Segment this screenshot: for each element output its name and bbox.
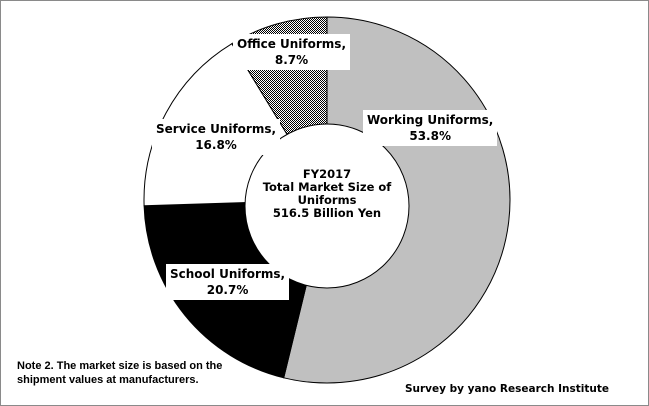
label-working-uniforms: Working Uniforms, 53.8% (363, 110, 498, 146)
school-label-pct: 20.7% (206, 283, 249, 297)
center-title-line1: Total Market Size of (262, 180, 392, 194)
center-title-line2: Uniforms (297, 193, 357, 207)
office-label-name: Office Uniforms, (237, 37, 347, 51)
center-year: FY2017 (302, 167, 352, 181)
donut-hole (244, 123, 410, 289)
school-label-name: School Uniforms, (170, 267, 286, 281)
office-label-pct: 8.7% (274, 53, 309, 67)
label-service-uniforms: Service Uniforms, 16.8% (152, 119, 281, 155)
center-total-value: 516.5 Billion Yen (272, 206, 382, 220)
footnote-line2: shipment values at manufacturers. (17, 374, 199, 386)
source-credit: Survey by yano Research Institute (404, 383, 609, 395)
center-total-label: FY2017 Total Market Size of Uniforms 516… (257, 168, 397, 220)
working-label-pct: 53.8% (409, 129, 451, 143)
label-school-uniforms: School Uniforms, 20.7% (166, 264, 290, 300)
working-label-name: Working Uniforms, (367, 113, 494, 127)
label-office-uniforms: Office Uniforms, 8.7% (233, 34, 351, 70)
service-label-pct: 16.8% (195, 138, 237, 152)
footnote: Note 2. The market size is based on the … (17, 359, 222, 387)
footnote-line1: Note 2. The market size is based on the (17, 360, 223, 372)
service-label-name: Service Uniforms, (156, 122, 277, 136)
